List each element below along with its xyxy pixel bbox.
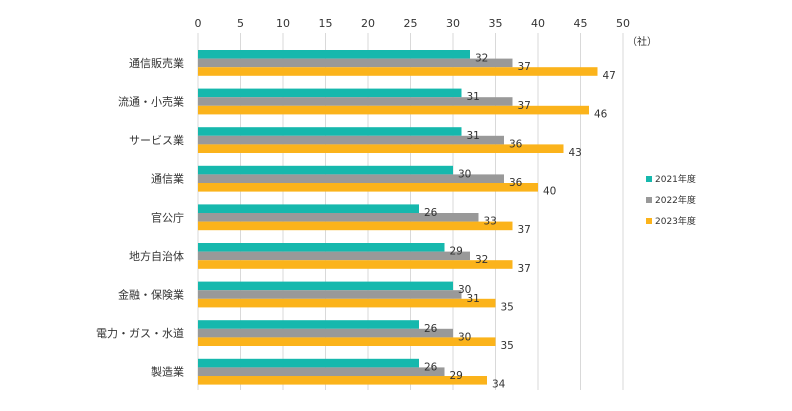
category-label: サービス業	[129, 134, 184, 147]
legend-label: 2023年度	[655, 215, 696, 227]
bar	[198, 260, 513, 269]
category-label: 電力・ガス・水道	[96, 326, 184, 340]
legend: 2021年度 2022年度 2023年度	[646, 173, 696, 227]
x-axis-ticks: 0 5 10 15 20 25 30 35 40 45 50	[195, 17, 631, 30]
data-label: 26	[424, 207, 438, 219]
x-tick-label: 40	[531, 17, 545, 30]
x-tick-label: 0	[195, 17, 202, 30]
data-label: 34	[492, 379, 506, 391]
data-label: 37	[518, 100, 531, 112]
data-label: 35	[501, 301, 514, 313]
x-tick-label: 30	[446, 17, 460, 30]
category-label: 金融・保険業	[118, 288, 184, 302]
bar	[198, 298, 496, 308]
data-label: 26	[424, 323, 438, 335]
x-axis-unit-label: （社）	[627, 35, 657, 48]
legend-swatch	[646, 197, 652, 203]
bar	[198, 221, 513, 231]
data-label: 37	[518, 224, 531, 236]
bar	[198, 165, 453, 175]
legend-swatch	[646, 218, 652, 224]
data-label: 37	[518, 263, 531, 275]
data-label: 26	[424, 361, 438, 373]
bars	[198, 50, 598, 385]
bar	[198, 328, 453, 338]
category-label: 通信業	[151, 173, 184, 186]
category-label: 流通・小売業	[118, 95, 184, 109]
bar	[198, 67, 598, 76]
bar	[198, 376, 487, 385]
data-label: 31	[467, 293, 480, 305]
bar	[198, 58, 513, 68]
bar	[198, 358, 419, 368]
x-tick-label: 20	[361, 17, 375, 30]
bar	[198, 204, 419, 213]
bar	[198, 183, 538, 192]
data-label: 31	[467, 91, 480, 103]
legend-label: 2021年度	[655, 173, 696, 185]
data-label: 40	[543, 186, 556, 198]
x-tick-label: 5	[237, 17, 244, 30]
category-labels: 通信販売業流通・小売業サービス業通信業官公庁地方自治体金融・保険業電力・ガス・水…	[96, 57, 184, 379]
bar	[198, 135, 504, 145]
data-label: 32	[475, 254, 488, 266]
x-tick-label: 35	[489, 17, 503, 30]
bar	[198, 105, 589, 115]
category-label: 地方自治体	[129, 249, 184, 263]
data-label: 47	[603, 70, 616, 82]
data-label: 36	[509, 138, 523, 150]
data-label: 29	[450, 246, 463, 258]
bar	[198, 213, 479, 222]
data-label: 35	[501, 340, 514, 352]
data-label: 30	[458, 284, 471, 296]
bar	[198, 88, 462, 98]
data-label: 46	[594, 108, 608, 120]
data-label: 37	[518, 61, 531, 73]
bar	[198, 290, 462, 299]
category-label: 官公庁	[151, 210, 184, 224]
data-label: 43	[569, 147, 582, 159]
data-label: 32	[475, 53, 488, 65]
bar	[198, 251, 470, 261]
x-tick-label: 45	[574, 17, 588, 30]
bar	[198, 337, 496, 346]
bar	[198, 174, 504, 183]
x-tick-label: 10	[276, 17, 290, 30]
bar	[198, 97, 513, 106]
x-tick-label: 15	[319, 17, 333, 30]
legend-label: 2022年度	[655, 194, 696, 206]
data-labels: 3237473137463136433036402633372932373031…	[424, 53, 616, 391]
x-tick-label: 25	[404, 17, 418, 30]
data-label: 29	[450, 370, 463, 382]
category-label: 製造業	[151, 365, 184, 379]
data-label: 30	[458, 331, 471, 343]
data-label: 30	[458, 168, 471, 180]
bar	[198, 243, 445, 252]
bar	[198, 50, 470, 59]
data-label: 36	[509, 177, 523, 189]
data-label: 31	[467, 130, 480, 142]
bar	[198, 144, 564, 153]
x-tick-label: 50	[616, 17, 630, 30]
bar	[198, 320, 419, 329]
bar	[198, 127, 462, 136]
data-label: 33	[484, 216, 497, 228]
bar	[198, 367, 445, 376]
category-label: 通信販売業	[129, 57, 184, 70]
legend-swatch	[646, 176, 652, 182]
bar	[198, 281, 453, 291]
